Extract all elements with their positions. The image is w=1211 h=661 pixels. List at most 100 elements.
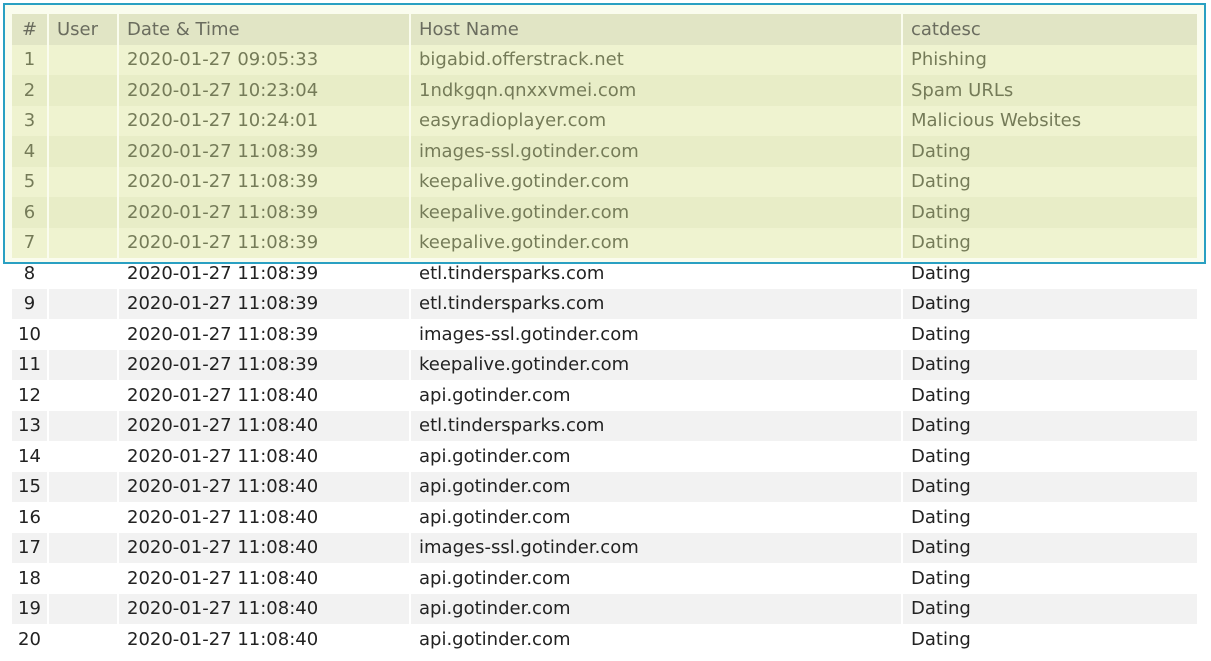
datetime-cell: 2020-01-27 11:08:39: [119, 136, 409, 167]
table-row[interactable]: 9 2020-01-27 11:08:39 etl.tindersparks.com…: [12, 288, 1197, 319]
table-row[interactable]: 3 2020-01-27 10:24:01 easyradioplayer.com M…: [12, 105, 1197, 136]
datetime-cell: 2020-01-27 11:08:39: [119, 197, 409, 228]
table-row[interactable]: 11 2020-01-27 11:08:39 keepalive.gotinder.…: [12, 349, 1197, 380]
row-index: 1: [12, 44, 47, 75]
hostname-cell: images-ssl.gotinder.com: [411, 136, 901, 167]
hostname-cell: api.gotinder.com: [411, 563, 901, 594]
row-index: 15: [12, 471, 47, 502]
table-row[interactable]: 13 2020-01-27 11:08:40 etl.tindersparks.co…: [12, 410, 1197, 441]
column-header-catdesc[interactable]: catdesc: [903, 14, 1197, 45]
row-index: 6: [12, 197, 47, 228]
hostname-cell: images-ssl.gotinder.com: [411, 319, 901, 350]
table-row[interactable]: 2 2020-01-27 10:23:04 1ndkgqn.qnxxvmei.com…: [12, 75, 1197, 106]
hostname-cell: easyradioplayer.com: [411, 105, 901, 136]
catdesc-cell: Dating: [903, 319, 1197, 350]
catdesc-cell: Dating: [903, 502, 1197, 533]
hostname-cell: api.gotinder.com: [411, 380, 901, 411]
datetime-cell: 2020-01-27 11:08:39: [119, 349, 409, 380]
table-row[interactable]: 1 2020-01-27 09:05:33 bigabid.offerstrack.…: [12, 44, 1197, 75]
row-index: 12: [12, 380, 47, 411]
row-index: 2: [12, 75, 47, 106]
user-cell: [49, 105, 117, 136]
column-header-index[interactable]: #: [12, 14, 47, 45]
column-header-user[interactable]: User: [49, 14, 117, 45]
datetime-cell: 2020-01-27 10:24:01: [119, 105, 409, 136]
table-row[interactable]: 19 2020-01-27 11:08:40 api.gotinder.com Dat…: [12, 593, 1197, 624]
datetime-cell: 2020-01-27 11:08:40: [119, 624, 409, 655]
row-index: 16: [12, 502, 47, 533]
datetime-cell: 2020-01-27 11:08:40: [119, 593, 409, 624]
column-header-datetime[interactable]: Date & Time: [119, 14, 409, 45]
hostname-cell: api.gotinder.com: [411, 593, 901, 624]
table-row[interactable]: 10 2020-01-27 11:08:39 images-ssl.gotinder…: [12, 319, 1197, 350]
table-row[interactable]: 18 2020-01-27 11:08:40 api.gotinder.com Dat…: [12, 563, 1197, 594]
hostname-cell: 1ndkgqn.qnxxvmei.com: [411, 75, 901, 106]
hostname-cell: etl.tindersparks.com: [411, 258, 901, 289]
catdesc-cell: Spam URLs: [903, 75, 1197, 106]
user-cell: [49, 502, 117, 533]
table-row[interactable]: 8 2020-01-27 11:08:39 etl.tindersparks.com…: [12, 258, 1197, 289]
datetime-cell: 2020-01-27 10:23:04: [119, 75, 409, 106]
table-row[interactable]: 20 2020-01-27 11:08:40 api.gotinder.com Dat…: [12, 624, 1197, 655]
user-cell: [49, 44, 117, 75]
row-index: 19: [12, 593, 47, 624]
catdesc-cell: Dating: [903, 410, 1197, 441]
datetime-cell: 2020-01-27 11:08:39: [119, 319, 409, 350]
table-row[interactable]: 5 2020-01-27 11:08:39 keepalive.gotinder.c…: [12, 166, 1197, 197]
catdesc-cell: Dating: [903, 624, 1197, 655]
user-cell: [49, 227, 117, 258]
header-row: # User Date & Time Host Name catdesc: [12, 14, 1197, 45]
user-cell: [49, 471, 117, 502]
catdesc-cell: Dating: [903, 380, 1197, 411]
catdesc-cell: Dating: [903, 471, 1197, 502]
user-cell: [49, 197, 117, 228]
hostname-cell: api.gotinder.com: [411, 502, 901, 533]
catdesc-cell: Dating: [903, 136, 1197, 167]
hostname-cell: images-ssl.gotinder.com: [411, 532, 901, 563]
user-cell: [49, 563, 117, 594]
table-row[interactable]: 6 2020-01-27 11:08:39 keepalive.gotinder.c…: [12, 197, 1197, 228]
row-index: 9: [12, 288, 47, 319]
catdesc-cell: Malicious Websites: [903, 105, 1197, 136]
table-row[interactable]: 17 2020-01-27 11:08:40 images-ssl.gotinder…: [12, 532, 1197, 563]
row-index: 13: [12, 410, 47, 441]
hostname-cell: keepalive.gotinder.com: [411, 227, 901, 258]
user-cell: [49, 258, 117, 289]
table-row[interactable]: 7 2020-01-27 11:08:39 keepalive.gotinder.c…: [12, 227, 1197, 258]
table-row[interactable]: 15 2020-01-27 11:08:40 api.gotinder.com Dat…: [12, 471, 1197, 502]
column-header-hostname[interactable]: Host Name: [411, 14, 901, 45]
hostname-cell: keepalive.gotinder.com: [411, 166, 901, 197]
datetime-cell: 2020-01-27 11:08:40: [119, 502, 409, 533]
catdesc-cell: Dating: [903, 258, 1197, 289]
user-cell: [49, 532, 117, 563]
datetime-cell: 2020-01-27 11:08:40: [119, 410, 409, 441]
datetime-cell: 2020-01-27 11:08:39: [119, 227, 409, 258]
row-index: 10: [12, 319, 47, 350]
catdesc-cell: Dating: [903, 441, 1197, 472]
catdesc-cell: Phishing: [903, 44, 1197, 75]
datetime-cell: 2020-01-27 11:08:39: [119, 258, 409, 289]
table-row[interactable]: 4 2020-01-27 11:08:39 images-ssl.gotinder.…: [12, 136, 1197, 167]
user-cell: [49, 319, 117, 350]
datetime-cell: 2020-01-27 09:05:33: [119, 44, 409, 75]
catdesc-cell: Dating: [903, 227, 1197, 258]
log-table: # User Date & Time Host Name catdesc 1 20…: [10, 14, 1199, 655]
hostname-cell: api.gotinder.com: [411, 441, 901, 472]
datetime-cell: 2020-01-27 11:08:40: [119, 380, 409, 411]
datetime-cell: 2020-01-27 11:08:40: [119, 441, 409, 472]
datetime-cell: 2020-01-27 11:08:40: [119, 532, 409, 563]
table-row[interactable]: 14 2020-01-27 11:08:40 api.gotinder.com Dat…: [12, 441, 1197, 472]
row-index: 17: [12, 532, 47, 563]
catdesc-cell: Dating: [903, 197, 1197, 228]
user-cell: [49, 410, 117, 441]
catdesc-cell: Dating: [903, 563, 1197, 594]
table-row[interactable]: 12 2020-01-27 11:08:40 api.gotinder.com Dat…: [12, 380, 1197, 411]
row-index: 11: [12, 349, 47, 380]
datetime-cell: 2020-01-27 11:08:39: [119, 288, 409, 319]
catdesc-cell: Dating: [903, 166, 1197, 197]
hostname-cell: etl.tindersparks.com: [411, 288, 901, 319]
catdesc-cell: Dating: [903, 532, 1197, 563]
hostname-cell: bigabid.offerstrack.net: [411, 44, 901, 75]
row-index: 20: [12, 624, 47, 655]
table-row[interactable]: 16 2020-01-27 11:08:40 api.gotinder.com Dat…: [12, 502, 1197, 533]
